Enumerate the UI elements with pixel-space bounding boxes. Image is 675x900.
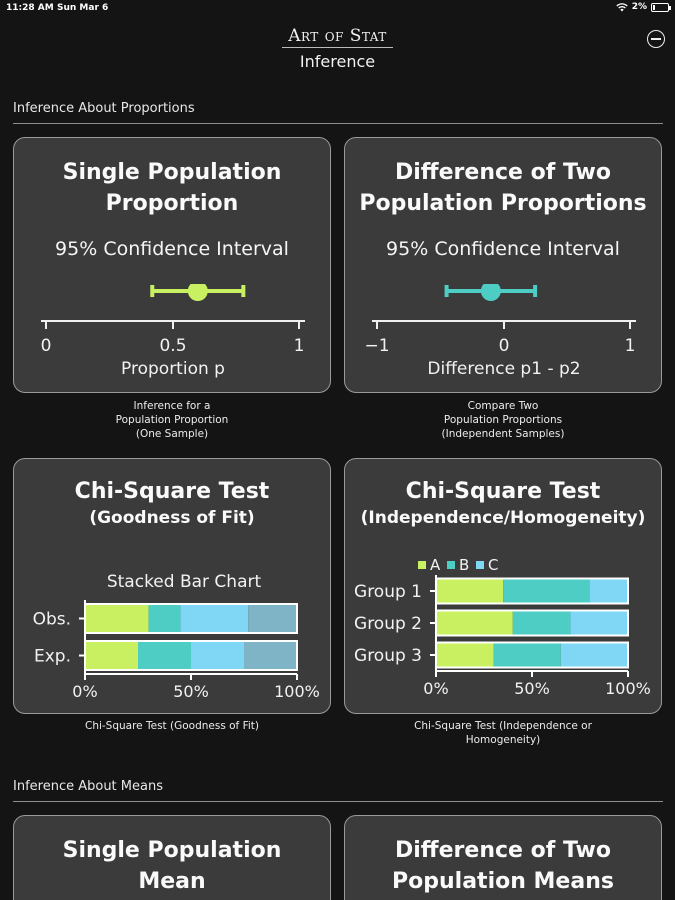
- x-tick-label: 100%: [274, 682, 320, 701]
- status-bar: 11:28 AM Sun Mar 6 2%: [0, 0, 675, 18]
- section-divider: [13, 801, 663, 802]
- chart-title: Stacked Bar Chart: [107, 572, 262, 592]
- interval-chart-single: 0 0.5 1 Proportion p: [41, 284, 305, 379]
- battery-icon: [651, 2, 671, 12]
- bar-segment: [493, 642, 561, 668]
- x-tick-label: 50%: [514, 679, 550, 698]
- page-title: Inference: [299, 52, 376, 71]
- wifi-icon: [616, 2, 628, 11]
- card-title-line1: Chi-Square Test: [74, 479, 270, 504]
- bar-segment: [436, 642, 494, 668]
- bar-segment: [589, 578, 628, 604]
- card-title-line2: Population Proportions: [359, 191, 647, 216]
- caption-line: Inference for a: [133, 400, 211, 412]
- caption-line: Chi-Square Test (Goodness of Fit): [84, 720, 259, 732]
- card-title-line2: (Goodness of Fit): [89, 508, 255, 528]
- bar-segment: [180, 604, 249, 633]
- card-two-means[interactable]: Difference of Two Population Means: [344, 815, 662, 900]
- tick-label: 1: [625, 336, 636, 356]
- card-chi-square-gof[interactable]: Chi-Square Test (Goodness of Fit) Stacke…: [13, 458, 331, 714]
- bar-segment: [436, 578, 504, 604]
- legend-swatch: [447, 561, 455, 569]
- legend-label: C: [488, 556, 498, 574]
- section-title-means: Inference About Means: [13, 779, 163, 794]
- category-label: Group 2: [354, 614, 422, 634]
- section-divider: [13, 123, 663, 124]
- axis-label: Difference p1 - p2: [427, 359, 580, 379]
- collapse-menu-button[interactable]: [647, 30, 665, 48]
- caption-line: Compare Two: [467, 400, 539, 412]
- ci-point-estimate: [187, 284, 208, 301]
- card-title-line1: Difference of Two: [395, 838, 611, 863]
- bar-segment: [85, 604, 149, 633]
- card-title-line1: Single Population: [62, 160, 282, 185]
- legend-swatch: [418, 561, 426, 569]
- axis-label: Proportion p: [121, 359, 225, 379]
- x-tick-label: 50%: [173, 682, 209, 701]
- bar-segment: [148, 604, 181, 633]
- bar-segment: [512, 610, 571, 636]
- tick-label: 0: [41, 336, 52, 356]
- caption-line: Chi-Square Test (Independence or: [414, 720, 592, 732]
- bar-segment: [85, 641, 138, 670]
- caption-line: Homogeneity): [465, 734, 541, 746]
- card-title-line2: Proportion: [105, 191, 239, 216]
- bar-segment: [244, 641, 297, 670]
- card-single-proportion[interactable]: Single Population Proportion 95% Confide…: [13, 137, 331, 393]
- caption-line: Population Proportion: [115, 414, 229, 426]
- interval-chart-two: −1 0 1 Difference p1 - p2: [364, 284, 636, 379]
- card-title-line2: Mean: [138, 869, 206, 894]
- status-time: 11:28 AM: [6, 3, 54, 13]
- legend-swatch: [476, 561, 484, 569]
- ci-mark: [444, 284, 538, 301]
- caption-line: (One Sample): [135, 428, 209, 440]
- card-two-proportions[interactable]: Difference of Two Population Proportions…: [344, 137, 662, 393]
- tick-label: −1: [364, 336, 389, 356]
- x-tick-label: 0%: [72, 682, 97, 701]
- bar-segment: [138, 641, 191, 670]
- card-title-line1: Difference of Two: [395, 160, 611, 185]
- card-subtitle: 95% Confidence Interval: [386, 238, 620, 260]
- category-label: Group 3: [354, 646, 422, 666]
- bar-segment: [570, 610, 628, 636]
- caption-line: Population Proportions: [443, 414, 563, 426]
- card-subtitle: 95% Confidence Interval: [55, 238, 289, 260]
- category-label: Exp.: [34, 647, 71, 667]
- card-title-line1: Chi-Square Test: [405, 479, 601, 504]
- status-right: 2%: [616, 2, 671, 12]
- bar-segment: [248, 604, 297, 633]
- category-label: Obs.: [33, 610, 71, 630]
- tick-label: 1: [294, 336, 305, 356]
- card-title-line1: Single Population: [62, 838, 282, 863]
- legend-label: B: [459, 556, 469, 574]
- card-title-line2: Population Means: [392, 869, 614, 894]
- legend-label: A: [430, 556, 441, 574]
- caption-two-proportions: Compare Two Population Proportions (Inde…: [344, 399, 662, 441]
- card-single-mean[interactable]: Single Population Mean: [13, 815, 331, 900]
- bar-segment: [191, 641, 244, 670]
- bar-segment: [503, 578, 590, 604]
- ci-mark: [150, 284, 246, 301]
- battery-percent: 2%: [631, 2, 647, 12]
- stacked-bar-chart-independence: Group 1 Group 2 Group 30% 50% 100% A B C: [354, 556, 651, 698]
- app-brand: Art of Stat: [282, 26, 393, 48]
- card-title-line2: (Independence/Homogeneity): [360, 508, 646, 528]
- tick-label: 0.5: [159, 336, 186, 356]
- caption-line: (Independent Samples): [441, 428, 565, 440]
- section-title-proportions: Inference About Proportions: [13, 101, 195, 116]
- bar-segment: [560, 642, 628, 668]
- caption-chi-square-gof: Chi-Square Test (Goodness of Fit): [13, 719, 331, 733]
- stacked-bar-chart-gof: Stacked Bar Chart Obs. Exp.0% 50% 100%: [33, 572, 320, 701]
- nav-header: Art of Stat Inference: [0, 26, 675, 71]
- caption-chi-square-independence: Chi-Square Test (Independence or Homogen…: [344, 719, 662, 747]
- tick-label: 0: [499, 336, 510, 356]
- card-chi-square-independence[interactable]: Chi-Square Test (Independence/Homogeneit…: [344, 458, 662, 714]
- caption-single-proportion: Inference for a Population Proportion (O…: [13, 399, 331, 441]
- x-tick-label: 0%: [423, 679, 448, 698]
- ci-point-estimate: [480, 284, 501, 301]
- category-label: Group 1: [354, 582, 422, 602]
- x-tick-label: 100%: [605, 679, 651, 698]
- bar-segment: [436, 610, 513, 636]
- status-date: Sun Mar 6: [57, 3, 109, 13]
